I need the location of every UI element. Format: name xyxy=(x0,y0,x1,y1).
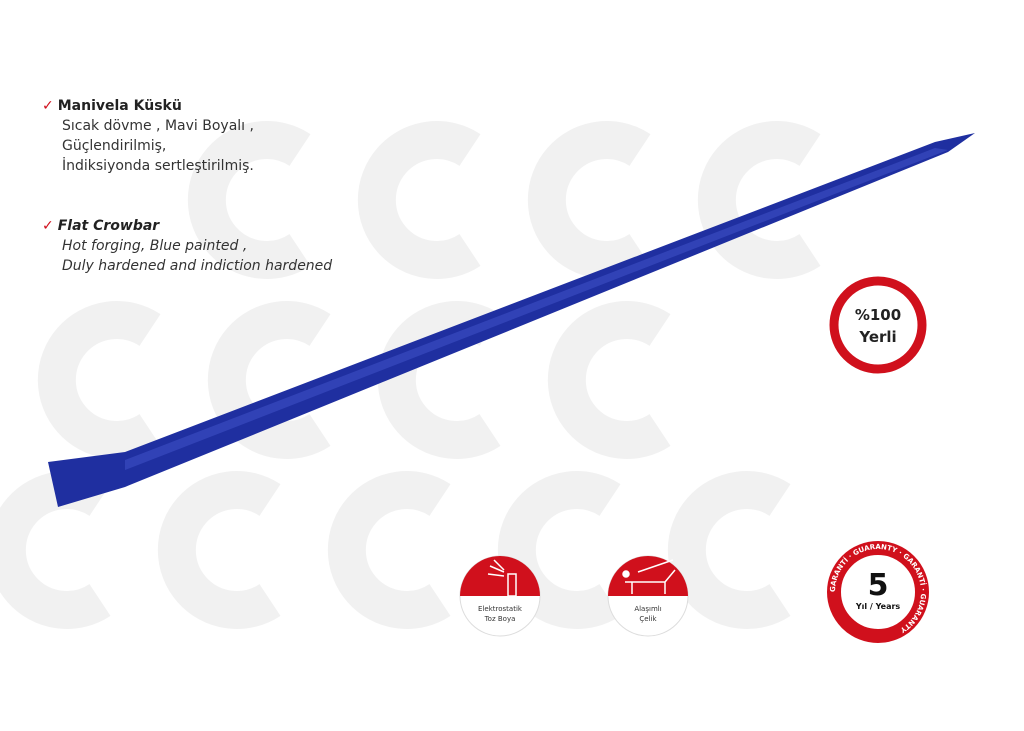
checkmark-icon: ✓ xyxy=(42,98,54,114)
spec-line: Hot forging, Blue painted , xyxy=(62,238,248,254)
badge-text: %100 xyxy=(855,306,901,324)
badge-text: Çelik xyxy=(639,615,657,623)
spec-line: Güçlendirilmiş, xyxy=(62,138,167,154)
spec-line: Sıcak dövme , Mavi Boyalı , xyxy=(62,118,254,134)
spec-line: Duly hardened and indiction hardened xyxy=(62,258,333,274)
warranty-badge: GARANTİ · GUARANTY · GARANTİ · GUARANTY … xyxy=(827,541,929,643)
spec-title: Flat Crowbar xyxy=(57,218,160,234)
spec-title: Manivela Küskü xyxy=(57,98,182,114)
badge-text: Elektrostatik xyxy=(478,605,523,613)
steel-badge: Alaşımlı Çelik xyxy=(607,555,689,637)
badge-text: Alaşımlı xyxy=(634,605,661,613)
badge-text: Yerli xyxy=(858,328,896,346)
paint-badge: Elektrostatik Toz Boya xyxy=(459,555,541,637)
badge-text: Toz Boya xyxy=(484,615,516,623)
crowbar-image xyxy=(48,133,975,507)
local-badge: %100 Yerli xyxy=(829,276,927,374)
checkmark-icon: ✓ xyxy=(42,218,54,234)
spray-can-icon xyxy=(487,559,517,597)
badge-text: Yıl / Years xyxy=(855,602,901,611)
steel-beam-icon xyxy=(622,559,676,594)
english-spec: ✓ Flat Crowbar Hot forging, Blue painted … xyxy=(42,216,332,276)
turkish-spec: ✓ Manivela Küskü Sıcak dövme , Mavi Boyal… xyxy=(42,96,254,176)
spec-line: İndiksiyonda sertleştirilmiş. xyxy=(62,158,254,174)
warranty-years: 5 xyxy=(868,568,889,603)
